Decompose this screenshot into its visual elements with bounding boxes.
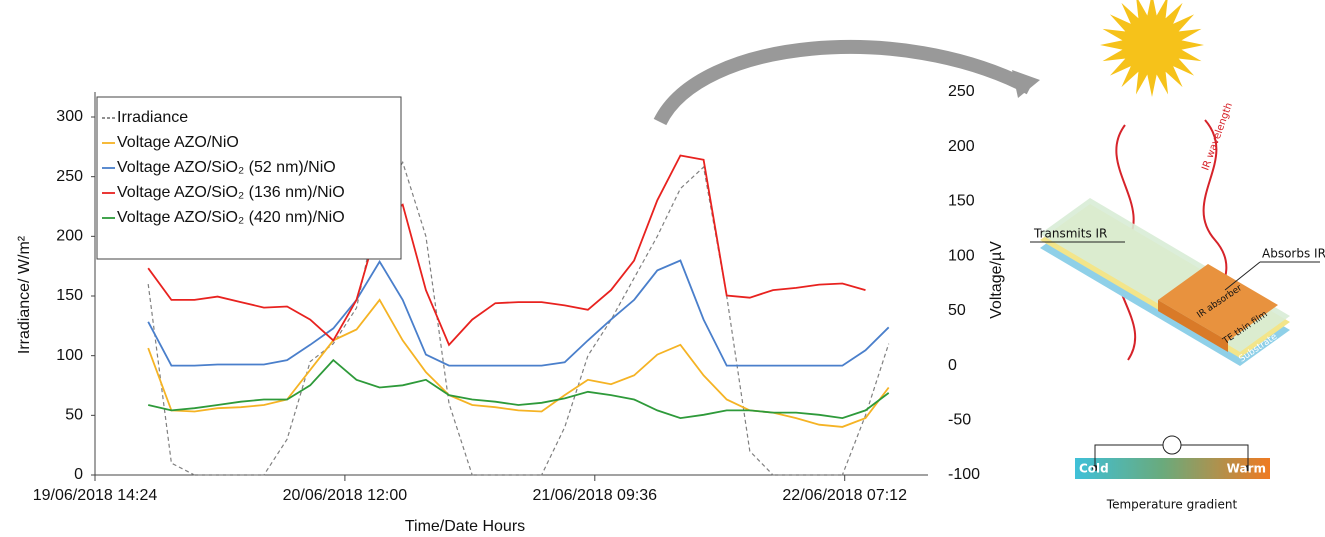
ray: [1180, 40, 1204, 50]
x-tick-label: 20/06/2018 12:00: [283, 487, 408, 504]
y-tick-label: 50: [65, 407, 83, 424]
legend-label: Voltage AZO/SiO₂ (420 nm)/NiO: [117, 209, 345, 226]
y2-tick-label: 0: [948, 357, 957, 374]
label: Transmits IR: [1033, 227, 1107, 241]
legend-label: Voltage AZO/SiO₂ (52 nm)/NiO: [117, 159, 336, 176]
y2-tick-label: 200: [948, 138, 975, 155]
y2-tick-label: 100: [948, 247, 975, 264]
chart: Transmits IR Absorbs IR IR wavelength IR…: [0, 0, 1325, 537]
y-tick-label: 150: [56, 287, 83, 304]
x-axis-title: Time/Date Hours: [405, 518, 525, 535]
x-tick-label: 21/06/2018 09:36: [533, 487, 658, 504]
legend-label: Voltage AZO/SiO₂ (136 nm)/NiO: [117, 184, 345, 201]
y2-tick-label: -50: [948, 412, 971, 429]
y2-tick-label: -100: [948, 466, 980, 483]
series-line: [148, 300, 889, 427]
label: Cold: [1079, 462, 1109, 476]
y-tick-label: 200: [56, 228, 83, 245]
voltmeter: [1163, 436, 1181, 454]
y-tick-label: 250: [56, 168, 83, 185]
y-axis-title: Irradiance/ W/m²: [16, 235, 33, 354]
legend-label: Irradiance: [117, 109, 188, 126]
series-line: [148, 360, 889, 418]
page: Transmits IR Absorbs IR IR wavelength IR…: [0, 0, 1325, 537]
y2-tick-label: 150: [948, 193, 975, 210]
ray: [1147, 73, 1157, 97]
y2-tick-label: 50: [948, 302, 966, 319]
sun: [1100, 0, 1204, 97]
ray: [1100, 40, 1124, 50]
y2-axis-title: Voltage/µV: [988, 241, 1005, 319]
caption: Temperature gradient: [1106, 498, 1238, 512]
series-line: [148, 261, 889, 366]
x-tick-label: 22/06/2018 07:12: [782, 487, 907, 504]
y-tick-label: 300: [56, 108, 83, 125]
label: Absorbs IR: [1262, 247, 1325, 261]
ray: [1147, 0, 1157, 17]
y-tick-label: 0: [74, 466, 83, 483]
label: IR wavelength: [1200, 101, 1235, 172]
y-tick-label: 100: [56, 347, 83, 364]
legend-label: Voltage AZO/NiO: [117, 134, 239, 151]
x-tick-label: 19/06/2018 14:24: [33, 487, 158, 504]
y2-tick-label: 250: [948, 83, 975, 100]
label: Warm: [1227, 462, 1266, 476]
